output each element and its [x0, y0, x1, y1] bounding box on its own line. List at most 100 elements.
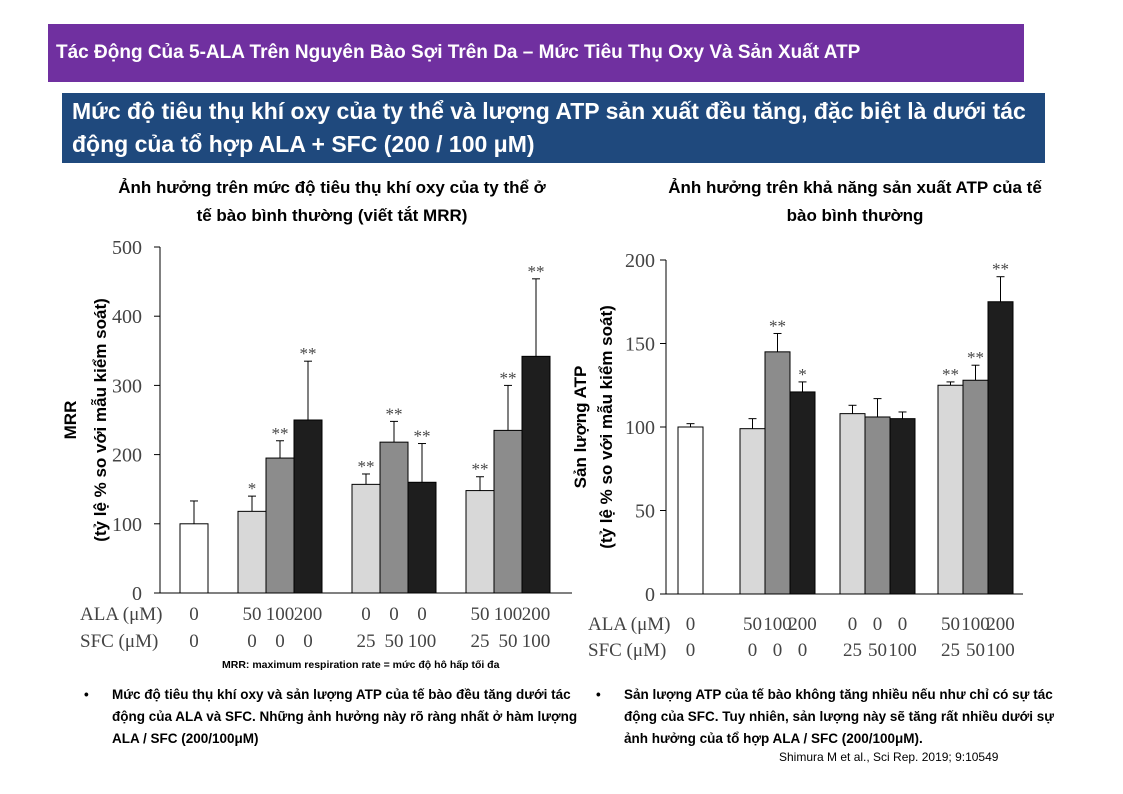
significance-label: * [248, 479, 257, 498]
significance-label: ** [414, 427, 431, 446]
right-chart-title-line1: Ảnh hưởng trên khả năng sản xuất ATP của… [668, 178, 1042, 197]
ala-tick-label: 0 [361, 604, 371, 625]
ala-tick-label: 0 [898, 614, 908, 635]
bullet-dot: • [596, 687, 601, 702]
ala-tick-label: 100 [494, 604, 523, 625]
ala-tick-label: 50 [941, 614, 960, 635]
bar [265, 457, 295, 594]
y-tick-label: 400 [112, 306, 142, 328]
sfc-tick-label: 50 [868, 640, 887, 661]
subtitle-box: Mức độ tiêu thụ khí oxy của ty thể và lư… [62, 93, 1045, 163]
significance-label: ** [386, 404, 403, 423]
y-tick-label: 100 [112, 514, 142, 536]
bar [864, 416, 891, 595]
sfc-tick-label: 0 [773, 640, 783, 661]
sfc-tick-label: 0 [748, 640, 758, 661]
y-tick-label: 500 [112, 237, 142, 259]
y-axis-label: MRR [61, 401, 80, 440]
y-tick-label: 150 [625, 334, 655, 356]
significance-label: ** [942, 365, 959, 384]
sfc-tick-label: 50 [499, 631, 518, 652]
significance-label: ** [500, 368, 517, 387]
significance-label: ** [967, 348, 984, 367]
significance-label: ** [358, 457, 375, 476]
sfc-tick-label: 25 [941, 640, 960, 661]
y-axis-label-units: (tỷ lệ % so với mẫu kiểm soát) [597, 305, 616, 549]
bar [889, 418, 916, 595]
y-tick-label: 100 [625, 417, 655, 439]
ala-tick-label: 100 [266, 604, 295, 625]
left-bullet-text: Mức độ tiêu thụ khí oxy và sản lượng ATP… [112, 687, 578, 746]
x-row-label: ALA (μM) [80, 604, 163, 625]
sfc-tick-label: 0 [189, 631, 199, 652]
sfc-tick-label: 100 [888, 640, 917, 661]
left-chart-title-line2: tế bào bình thường (viết tắt MRR) [196, 206, 468, 225]
ala-tick-label: 0 [417, 604, 427, 625]
bar [677, 426, 704, 595]
sfc-tick-label: 25 [843, 640, 862, 661]
y-axis-label-units: (tỷ lệ % so với mẫu kiểm soát) [91, 298, 110, 542]
bar [987, 301, 1014, 595]
page-title: Tác Động Của 5-ALA Trên Nguyên Bào Sợi T… [48, 24, 1024, 82]
ala-tick-label: 0 [848, 614, 858, 635]
right-chart-title: Ảnh hưởng trên khả năng sản xuất ATP của… [600, 174, 1110, 230]
sfc-tick-label: 100 [986, 640, 1015, 661]
y-tick-label: 200 [112, 445, 142, 467]
ala-tick-label: 50 [471, 604, 490, 625]
bar [521, 355, 551, 594]
ala-tick-label: 50 [243, 604, 262, 625]
y-tick-label: 50 [635, 501, 655, 523]
sfc-tick-label: 0 [275, 631, 285, 652]
ala-tick-label: 200 [788, 614, 817, 635]
bar [962, 379, 989, 595]
mrr-footnote: MRR: maximum respiration rate = mức độ h… [222, 659, 500, 671]
sfc-tick-label: 50 [966, 640, 985, 661]
y-axis-label: Sản lượng ATP [571, 366, 590, 489]
ala-tick-label: 0 [873, 614, 883, 635]
bar [764, 351, 791, 595]
significance-label: ** [528, 262, 545, 281]
sfc-tick-label: 0 [303, 631, 313, 652]
significance-label: * [798, 365, 807, 384]
bar [293, 419, 323, 594]
significance-label: ** [272, 424, 289, 443]
bullet-dot: • [84, 687, 89, 702]
x-row-label: ALA (μM) [588, 614, 671, 635]
x-row-label: SFC (μM) [588, 640, 666, 661]
significance-label: ** [769, 316, 786, 335]
sfc-tick-label: 0 [686, 640, 696, 661]
bar [789, 391, 816, 595]
sfc-tick-label: 50 [385, 631, 404, 652]
sfc-tick-label: 100 [408, 631, 437, 652]
bar [937, 384, 964, 595]
left-chart-title: Ảnh hưởng trên mức độ tiêu thụ khí oxy c… [42, 174, 622, 230]
ala-tick-label: 200 [986, 614, 1015, 635]
bar [739, 428, 766, 595]
sfc-tick-label: 100 [522, 631, 551, 652]
y-tick-label: 0 [132, 583, 142, 605]
ala-tick-label: 0 [389, 604, 399, 625]
x-row-label: SFC (μM) [80, 631, 158, 652]
significance-label: ** [472, 460, 489, 479]
ala-tick-label: 200 [294, 604, 323, 625]
bar [237, 510, 267, 594]
sfc-tick-label: 0 [798, 640, 808, 661]
y-tick-label: 300 [112, 375, 142, 397]
significance-label: ** [992, 260, 1009, 279]
ala-tick-label: 100 [763, 614, 792, 635]
bar [407, 481, 437, 594]
ala-tick-label: 0 [686, 614, 696, 635]
left-chart-title-line1: Ảnh hưởng trên mức độ tiêu thụ khí oxy c… [118, 178, 546, 197]
bar [493, 429, 523, 594]
ala-tick-label: 0 [189, 604, 199, 625]
ala-tick-label: 200 [522, 604, 551, 625]
sfc-tick-label: 0 [247, 631, 257, 652]
bar [351, 483, 381, 594]
significance-label: ** [300, 344, 317, 363]
ala-tick-label: 50 [743, 614, 762, 635]
left-bullet: • Mức độ tiêu thụ khí oxy và sản lượng A… [84, 684, 582, 750]
y-tick-label: 0 [645, 584, 655, 606]
bar [839, 413, 866, 595]
